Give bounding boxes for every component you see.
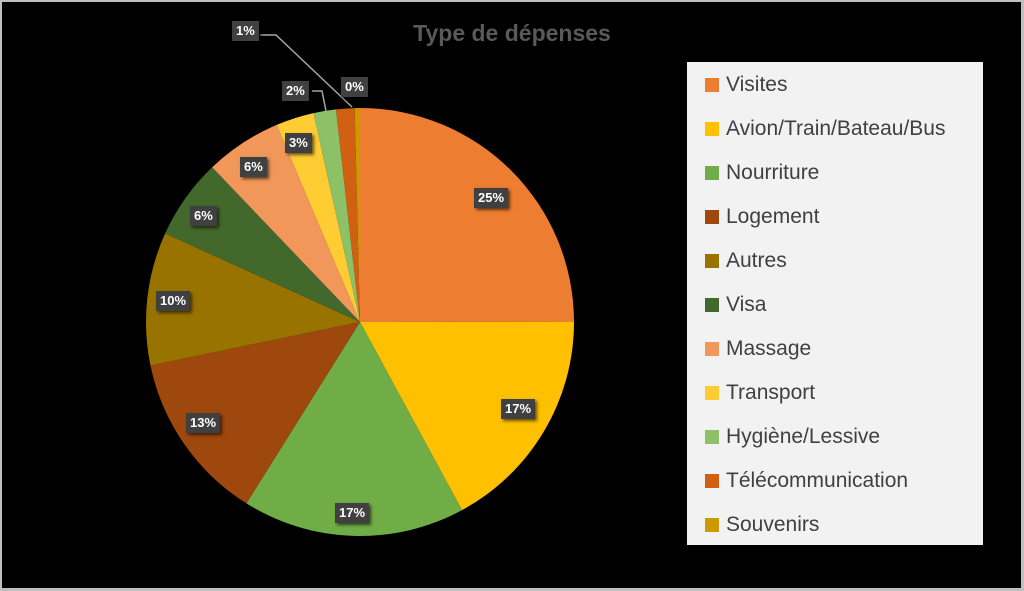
legend-label: Nourriture bbox=[726, 161, 820, 184]
legend-label: Transport bbox=[726, 381, 816, 404]
pie-slice[interactable] bbox=[360, 108, 574, 322]
data-label: 25% bbox=[474, 188, 509, 208]
legend-item[interactable]: Transport bbox=[705, 378, 815, 408]
pie-slice[interactable] bbox=[145, 233, 360, 366]
legend-swatch-icon bbox=[705, 78, 719, 92]
legend-item[interactable]: Nourriture bbox=[705, 158, 819, 188]
pie-slice[interactable] bbox=[150, 322, 360, 504]
data-label: 13% bbox=[186, 413, 221, 433]
legend-item[interactable]: Hygiène/Lessive bbox=[705, 422, 880, 452]
chart-title: Type de dépenses bbox=[0, 20, 1024, 47]
legend-swatch-icon bbox=[705, 210, 719, 224]
legend-item[interactable]: Visites bbox=[705, 70, 787, 100]
pie-slice[interactable] bbox=[165, 167, 360, 322]
legend-label: Massage bbox=[726, 337, 812, 360]
legend-label: Visites bbox=[726, 73, 788, 96]
data-label: 6% bbox=[240, 157, 267, 177]
legend-item[interactable]: Avion/Train/Bateau/Bus bbox=[705, 114, 945, 144]
data-label: 1% bbox=[232, 21, 259, 41]
legend-label: Souvenirs bbox=[726, 513, 820, 536]
legend-swatch-icon bbox=[705, 518, 719, 532]
pie-slice[interactable] bbox=[246, 322, 463, 536]
data-label: 0% bbox=[341, 77, 368, 97]
legend-swatch-icon bbox=[705, 298, 719, 312]
legend-label: Télécommunication bbox=[726, 469, 909, 492]
leader-line-hygiene bbox=[312, 90, 327, 112]
pie-slice[interactable] bbox=[276, 113, 360, 322]
data-label: 2% bbox=[282, 81, 309, 101]
data-label: 17% bbox=[501, 399, 536, 419]
legend-swatch-icon bbox=[705, 122, 719, 136]
legend-label: Hygiène/Lessive bbox=[726, 425, 881, 448]
legend-label: Avion/Train/Bateau/Bus bbox=[726, 117, 946, 140]
data-label: 3% bbox=[285, 133, 312, 153]
data-label: 6% bbox=[190, 206, 217, 226]
legend-swatch-icon bbox=[705, 430, 719, 444]
legend-item[interactable]: Massage bbox=[705, 334, 811, 364]
legend-item[interactable]: Visa bbox=[705, 290, 766, 320]
pie-slices bbox=[145, 108, 574, 536]
legend-item[interactable]: Télécommunication bbox=[705, 466, 908, 496]
data-label: 17% bbox=[335, 503, 370, 523]
legend: Visites Avion/Train/Bateau/Bus Nourriture L… bbox=[687, 62, 983, 545]
legend-item[interactable]: Autres bbox=[705, 246, 787, 276]
legend-item[interactable]: Logement bbox=[705, 202, 819, 232]
legend-item[interactable]: Souvenirs bbox=[705, 510, 819, 540]
pie-slice[interactable] bbox=[354, 108, 360, 322]
legend-swatch-icon bbox=[705, 474, 719, 488]
leader-lines bbox=[260, 34, 353, 112]
chart-title-text: Type de dépenses bbox=[413, 20, 611, 46]
data-label: 10% bbox=[156, 291, 191, 311]
legend-swatch-icon bbox=[705, 254, 719, 268]
legend-swatch-icon bbox=[705, 166, 719, 180]
pie-slice[interactable] bbox=[360, 321, 574, 511]
pie-slice[interactable] bbox=[335, 108, 360, 322]
pie-slice[interactable] bbox=[313, 109, 360, 322]
legend-swatch-icon bbox=[705, 386, 719, 400]
leader-line-telecom bbox=[260, 34, 353, 108]
legend-label: Logement bbox=[726, 205, 820, 228]
legend-label: Visa bbox=[726, 293, 767, 316]
legend-label: Autres bbox=[726, 249, 787, 272]
legend-swatch-icon bbox=[705, 342, 719, 356]
